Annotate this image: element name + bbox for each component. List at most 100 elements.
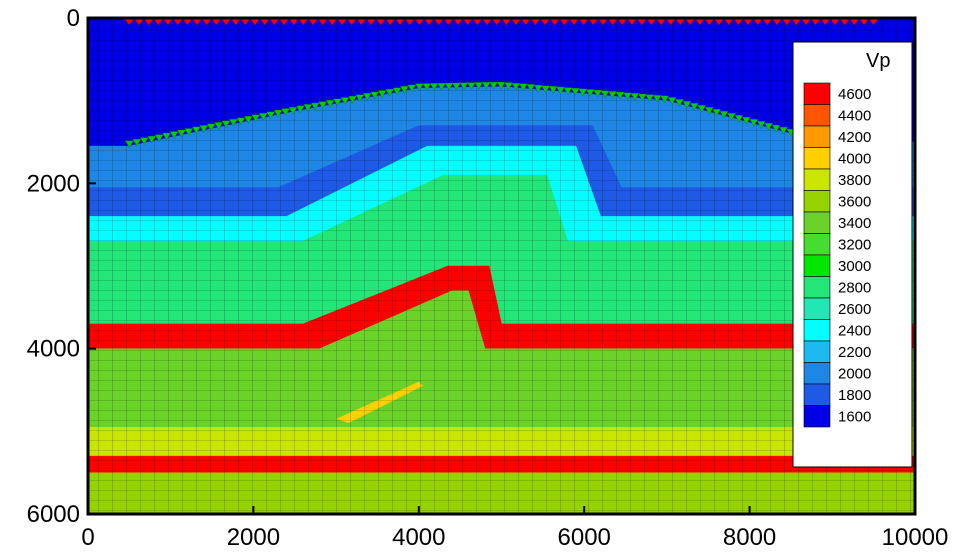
receiver-marker: [742, 117, 751, 125]
legend-label: 4400: [838, 107, 871, 124]
legend-swatch: [803, 233, 831, 256]
legend-label: 1600: [838, 408, 871, 425]
receiver-marker: [645, 94, 654, 102]
legend-label: 4000: [838, 150, 871, 167]
receiver-marker: [132, 138, 142, 147]
receiver-marker: [652, 95, 662, 103]
receiver-marker: [533, 84, 543, 93]
x-tick-label: 8000: [723, 524, 776, 551]
legend-label: 3800: [838, 172, 871, 189]
mesh-overlay: [88, 18, 915, 514]
receiver-marker: [467, 82, 476, 90]
receiver-marker: [162, 132, 171, 141]
receiver-marker: [712, 109, 721, 117]
receiver-marker: [415, 83, 424, 91]
legend-swatch: [803, 125, 831, 148]
x-tick-label: 0: [81, 524, 94, 551]
receiver-marker: [459, 82, 469, 91]
mesh-grid: [88, 18, 915, 514]
x-axis: 0 2000 4000 6000 8000 10000: [81, 506, 948, 551]
receiver-marker: [147, 135, 156, 144]
receiver-marker: [771, 124, 781, 133]
receiver-marker: [244, 116, 253, 124]
legend-label: 4200: [838, 129, 871, 146]
receiver-marker: [229, 119, 238, 127]
receiver-marker: [585, 89, 595, 97]
legend-label: 3200: [838, 236, 871, 253]
receiver-marker: [444, 82, 454, 91]
legend-label: 1800: [838, 387, 871, 404]
legend-label: 2800: [838, 279, 871, 296]
receiver-marker: [333, 98, 342, 107]
receiver-marker: [206, 123, 216, 132]
legend-swatch: [803, 82, 831, 105]
legend-label: 2600: [838, 301, 871, 318]
receiver-marker: [303, 104, 313, 112]
receiver-marker: [496, 81, 506, 90]
receiver-marker: [593, 89, 602, 98]
legend-swatch: [803, 168, 831, 191]
legend-title: Vp: [866, 50, 890, 72]
receiver-marker: [764, 122, 773, 131]
receiver-marker: [704, 107, 714, 115]
receiver-marker: [400, 86, 409, 94]
legend-swatch: [803, 297, 831, 320]
receiver-marker: [667, 97, 677, 105]
receiver-marker: [734, 115, 744, 123]
legend-swatch: [803, 383, 831, 406]
receiver-marker: [690, 103, 699, 111]
legend-swatch: [803, 190, 831, 213]
receiver-marker: [392, 87, 402, 96]
receiver-marker: [348, 95, 357, 104]
receiver-marker: [571, 88, 580, 96]
x-tick-label: 4000: [392, 524, 445, 551]
receiver-marker: [169, 131, 179, 139]
receiver-marker: [727, 113, 736, 121]
y-tick-label: 4000: [27, 336, 80, 363]
y-axis: 0 2000 4000 6000: [27, 5, 96, 528]
receiver-marker: [630, 93, 640, 101]
receiver-marker: [675, 99, 684, 107]
receiver-marker: [615, 91, 625, 100]
legend-label: 3600: [838, 193, 871, 210]
legend-label: 3400: [838, 215, 871, 232]
receiver-marker: [340, 97, 350, 105]
receiver-marker: [184, 128, 194, 136]
plot-frame: [86, 16, 917, 516]
receiver-marker: [125, 140, 134, 149]
legend-label: 2200: [838, 344, 871, 361]
receiver-marker: [310, 102, 320, 111]
legend-swatch: [803, 254, 831, 277]
receiver-marker: [288, 107, 298, 115]
receiver-marker: [608, 91, 617, 99]
acquisition-markers: [124, 18, 879, 149]
plot-border: [86, 16, 917, 516]
legend-label: 2400: [838, 322, 871, 339]
x-tick-label: 2000: [227, 524, 280, 551]
receiver-marker: [489, 81, 498, 90]
receiver-marker: [407, 84, 417, 93]
receiver-marker: [556, 86, 565, 95]
receiver-marker: [273, 109, 283, 118]
receiver-marker: [154, 134, 164, 142]
receiver-marker: [682, 101, 692, 109]
receiver-marker: [623, 92, 632, 101]
legend-label: 2000: [838, 365, 871, 382]
receiver-marker: [177, 129, 186, 138]
receiver-marker: [139, 137, 149, 145]
x-tick-label: 6000: [558, 524, 611, 551]
receiver-marker: [370, 91, 379, 100]
receiver-marker: [474, 82, 483, 90]
legend-swatch: [803, 104, 831, 127]
receiver-marker: [600, 90, 610, 99]
receiver-marker: [429, 83, 439, 91]
receiver-marker: [362, 93, 372, 101]
x-tick-label: 10000: [882, 524, 949, 551]
receiver-marker: [221, 120, 231, 129]
receiver-marker: [325, 100, 335, 108]
receiver-marker: [318, 101, 327, 109]
receiver-marker: [355, 94, 365, 103]
receiver-marker: [779, 126, 788, 135]
receiver-marker: [377, 90, 387, 98]
